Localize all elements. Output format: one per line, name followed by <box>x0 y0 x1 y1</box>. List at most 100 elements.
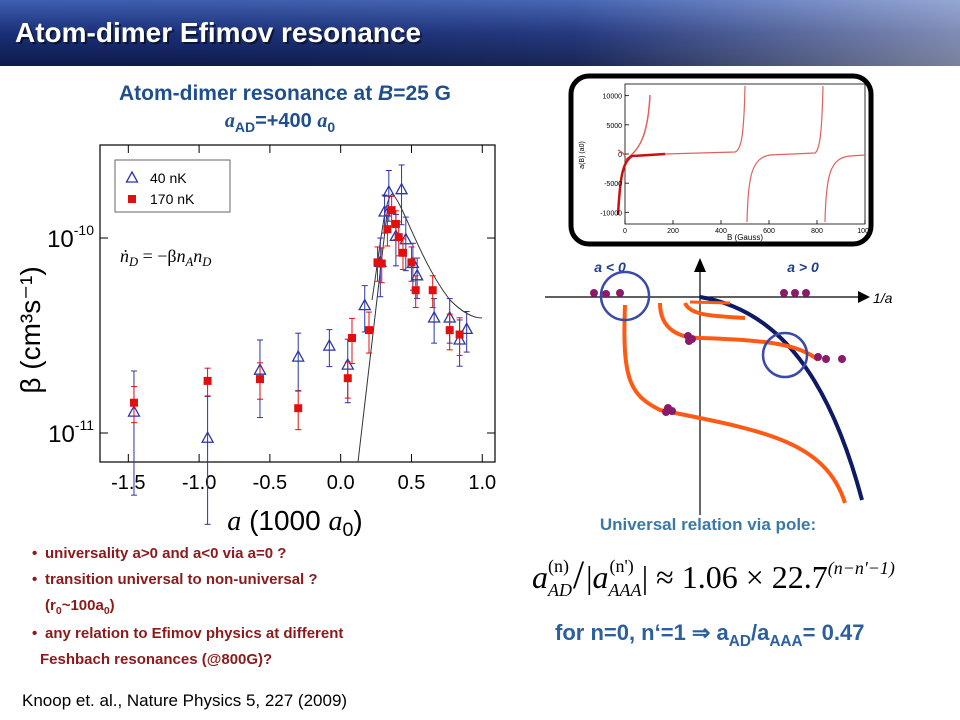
data-point <box>294 404 303 413</box>
header-shadow: Atom-dimer Efimov resonance <box>17 19 423 50</box>
text-part: =25 G <box>393 82 451 105</box>
text-part: a <box>532 559 548 595</box>
x-tick-label: -0.5 <box>253 472 287 494</box>
data-point <box>428 286 437 295</box>
text-part: = −β <box>138 246 176 266</box>
text-part: = 0.47 <box>803 620 865 645</box>
diagram-axis-label: 1/a <box>873 290 893 306</box>
data-point <box>348 334 357 343</box>
text-part: n <box>177 246 186 266</box>
data-point <box>455 330 464 339</box>
text-part: a <box>225 110 235 132</box>
y-axis-label: β (cm³s⁻¹) <box>15 266 46 393</box>
text-part: a <box>328 506 342 537</box>
highlight-circle <box>599 270 651 322</box>
data-point <box>203 376 212 385</box>
legend-label: 170 nK <box>150 191 195 207</box>
bullet-line: Feshbach resonances (@800G)? <box>40 651 272 668</box>
header-title: Atom-dimer Efimov resonance <box>15 17 421 48</box>
inset-x-tick-label: 800 <box>811 228 823 235</box>
bullet: any relation to Efimov physics at differ… <box>45 625 343 642</box>
efimov-diagram: a < 0 a > 0 1/a <box>545 258 893 515</box>
tick-exponent: -10 <box>74 222 94 238</box>
inset-y-tick-label: 5000 <box>606 123 622 130</box>
inset-x-tick-label: 1000 <box>857 228 873 235</box>
text-part: D <box>201 255 211 269</box>
text-part: (1000 <box>241 505 328 536</box>
subtitle-2: aAD=+400 a0 <box>225 110 336 135</box>
data-point <box>322 338 336 351</box>
inset-x-tick-label: 400 <box>715 228 727 235</box>
model-line <box>357 204 389 463</box>
text-part: 0 <box>342 519 353 541</box>
bullets: • universality a>0 and a<0 via a=0 ? • t… <box>32 545 343 668</box>
text-part: B <box>378 82 393 105</box>
inset-curve <box>664 85 746 155</box>
threshold-curve <box>699 295 864 501</box>
tick-base: 10 <box>47 226 74 253</box>
subtitle: Atom-dimer resonance at B=25 G <box>119 82 451 105</box>
text-part: ) <box>110 597 115 614</box>
text-part: (r <box>45 597 56 614</box>
text-part: A <box>185 255 194 269</box>
legend-box <box>114 159 231 213</box>
bullet-mark: • <box>32 545 37 562</box>
inset-x-tick-label: 600 <box>763 228 775 235</box>
inset-y-label: a(B) (a0) <box>579 141 586 169</box>
x-axis-label: a (1000 a0) <box>227 505 362 541</box>
x-tick-label: -1.5 <box>111 472 145 494</box>
relation-formula: aAD(n)/|aAAA(n') | ≈ 1.06 × 22.7(n−n'−1) <box>532 552 895 600</box>
legend-marker <box>125 170 139 183</box>
plot-frame <box>99 144 496 463</box>
inset-y-tick-label: -5000 <box>604 181 622 188</box>
bullet: transition universal to non-universal ? <box>45 571 318 588</box>
fit-curve <box>371 193 483 319</box>
data-point <box>394 233 403 242</box>
axis-arrow <box>694 258 706 272</box>
data-point <box>358 298 372 311</box>
header-shine <box>0 0 960 66</box>
text-part: AD <box>729 633 751 650</box>
data-point <box>377 204 392 217</box>
text-part: /a <box>751 620 770 645</box>
text-part: AD <box>547 580 572 600</box>
text-part: ~100a <box>62 597 105 614</box>
data-point <box>398 248 407 257</box>
data-point <box>407 258 416 267</box>
x-tick-label: -1.0 <box>182 472 216 494</box>
bullet-mark: • <box>32 625 37 642</box>
text-part: 0 <box>104 605 110 617</box>
tick-base: 10 <box>48 421 75 448</box>
data-point <box>445 326 454 335</box>
text-part: (n−n'−1) <box>828 558 895 579</box>
text-part: AD <box>235 119 255 135</box>
data-point <box>383 225 392 234</box>
legend-label: 40 nK <box>150 170 187 186</box>
data-point <box>373 258 382 267</box>
data-point <box>387 206 396 215</box>
atom-dots <box>590 289 846 416</box>
text-part: / <box>573 552 585 597</box>
equation: ṅD = −βnAnD <box>120 246 211 269</box>
diagram-label: a < 0 <box>594 259 626 275</box>
inset-curve <box>617 149 626 157</box>
bullet-line: (r0~100a0) <box>45 597 115 617</box>
inset-curve <box>616 152 666 216</box>
data-point <box>427 310 441 323</box>
relation-result: for n=0, n‘=1 ⇒ aAD/aAAA= 0.47 <box>555 620 864 650</box>
text-part: a <box>227 506 241 537</box>
inset-x-tick-label: 0 <box>623 228 627 235</box>
text-part: D <box>128 255 138 269</box>
text-part: | <box>642 559 648 595</box>
bullet-mark: • <box>32 571 37 588</box>
text-part: 0 <box>56 605 62 617</box>
inset-plot: a(B) (a0) B (Gauss) 0 200 400 600 800 1000 100… <box>579 83 873 242</box>
text-part: n <box>193 246 202 266</box>
inset-y-tick-label: 10000 <box>603 94 623 101</box>
inset-x-tick-label: 200 <box>667 228 679 235</box>
data-point <box>377 259 386 268</box>
x-tick-label: 0.0 <box>327 472 355 494</box>
tick-exponent: -11 <box>75 417 94 433</box>
text-part: ≈ 1.06 × 22.7 <box>648 559 828 595</box>
